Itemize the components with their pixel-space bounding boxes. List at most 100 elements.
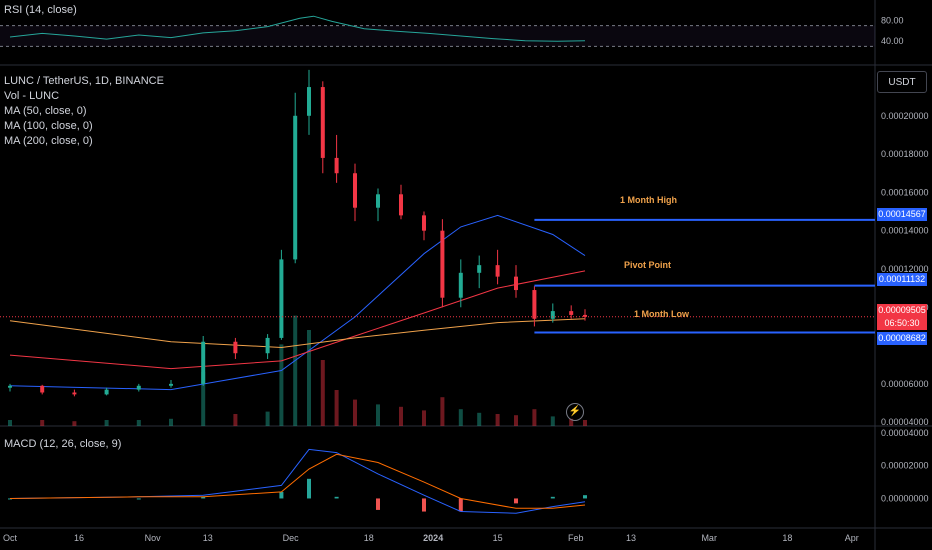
candle-body	[307, 87, 311, 116]
moving-average-line	[9, 270, 586, 370]
ma200-label: MA (200, close, 0)	[4, 135, 93, 147]
candle-body	[201, 341, 206, 384]
rsi-tick-label: 80.00	[881, 15, 904, 25]
candle-body	[477, 265, 482, 273]
macd-legend[interactable]: MACD (12, 26, close, 9)	[4, 437, 121, 452]
candle-body	[422, 215, 426, 231]
rsi-title: RSI (14, close)	[4, 4, 77, 16]
candle-body	[353, 173, 357, 208]
candle-body	[8, 385, 12, 388]
rsi-band	[0, 25, 875, 47]
rsi-line	[9, 15, 586, 42]
rsi-legend[interactable]: RSI (14, close)	[4, 3, 77, 18]
price-tick-label: 0.00004000	[881, 417, 929, 427]
candle-body	[279, 259, 284, 338]
candle-body	[334, 157, 339, 174]
volume-bar	[495, 414, 500, 426]
macd-histogram-bar	[136, 498, 141, 500]
volume-bar	[233, 414, 238, 426]
volume-bar	[514, 415, 518, 426]
moving-average-line	[9, 214, 586, 391]
candle-body	[169, 383, 173, 386]
volume-bar	[307, 330, 311, 426]
candle-body	[514, 276, 518, 291]
candle-body	[136, 385, 141, 390]
macd-histogram-bar	[583, 495, 587, 499]
time-tick-label: Feb	[568, 533, 584, 543]
volume-bar	[422, 410, 426, 426]
symbol-title: LUNC / TetherUS, 1D, BINANCE	[4, 75, 164, 87]
volume-bar	[265, 411, 270, 426]
time-tick-label: Dec	[283, 533, 300, 543]
candle-body	[293, 115, 298, 260]
time-tick-label: 18	[364, 533, 374, 543]
candle-body	[399, 194, 403, 216]
time-tick-label: 15	[493, 533, 503, 543]
volume-bar	[136, 420, 141, 426]
candle-body	[532, 290, 537, 319]
price-tag-last: 0.00009505	[877, 304, 927, 317]
macd-tick-label: 0.00002000	[881, 461, 929, 471]
candle-body	[569, 311, 574, 315]
price-tick-label: 0.00018000	[881, 149, 929, 159]
candle-body	[440, 230, 445, 298]
macd-histogram-bar	[334, 496, 339, 499]
macd-histogram-bar	[279, 491, 284, 499]
macd-signal-line	[9, 453, 586, 509]
rsi-tick-label: 40.00	[881, 36, 904, 46]
currency-button[interactable]: USDT	[877, 71, 927, 93]
volume-bar	[169, 418, 173, 426]
volume-bar	[279, 344, 284, 426]
macd-histogram-bar	[307, 478, 311, 499]
macd-tick-label: 0.00000000	[881, 493, 929, 503]
price-tag-high: 0.00014567	[877, 208, 927, 221]
macd-histogram-bar	[514, 498, 518, 504]
candle-body	[583, 314, 587, 317]
level-label-low: 1 Month Low	[634, 309, 689, 319]
macd-histogram-bar	[8, 498, 12, 500]
candle-body	[104, 389, 109, 395]
volume-bar	[201, 372, 206, 426]
volume-bar	[40, 420, 45, 426]
ma50-label: MA (50, close, 0)	[4, 105, 87, 117]
moving-average-line	[9, 318, 586, 349]
volume-bar	[569, 418, 574, 426]
volume-bar	[353, 399, 357, 426]
price-tick-label: 0.00006000	[881, 379, 929, 389]
candle-body	[72, 392, 77, 395]
volume-bar	[8, 420, 12, 426]
time-tick-label: Apr	[845, 533, 859, 543]
price-tick-label: 0.00020000	[881, 111, 929, 121]
time-tick-label: 18	[782, 533, 792, 543]
volume-bar	[532, 409, 537, 426]
candle-body	[233, 341, 238, 354]
time-tick-label: 16	[74, 533, 84, 543]
volume-bar	[477, 412, 482, 426]
macd-title: MACD (12, 26, close, 9)	[4, 438, 122, 450]
time-tick-label: 2024	[423, 533, 443, 543]
macd-histogram-bar	[201, 496, 206, 499]
macd-histogram-bar	[550, 496, 555, 499]
price-tick-label: 0.00014000	[881, 226, 929, 236]
level-label-pivot: Pivot Point	[624, 260, 671, 270]
volume-bar	[72, 421, 77, 426]
candle-body	[320, 87, 325, 158]
volume-bar	[440, 397, 445, 426]
volume-bar	[334, 390, 339, 426]
candle-body	[376, 194, 380, 208]
volume-label: Vol - LUNC	[4, 90, 60, 102]
candle-body	[495, 265, 500, 277]
volume-bar	[550, 416, 555, 426]
macd-line	[9, 448, 586, 514]
macd-histogram-bar	[458, 498, 463, 512]
main-legend[interactable]: LUNC / TetherUS, 1D, BINANCE Vol - LUNC …	[4, 74, 164, 149]
countdown-tag: 06:50:30	[877, 317, 927, 330]
macd-tick-label: 0.00004000	[881, 428, 929, 438]
time-tick-label: Mar	[701, 533, 717, 543]
price-tick-label: 0.00012000	[881, 264, 929, 274]
lightning-icon[interactable]: ⚡	[566, 403, 584, 421]
candle-body	[265, 337, 270, 354]
